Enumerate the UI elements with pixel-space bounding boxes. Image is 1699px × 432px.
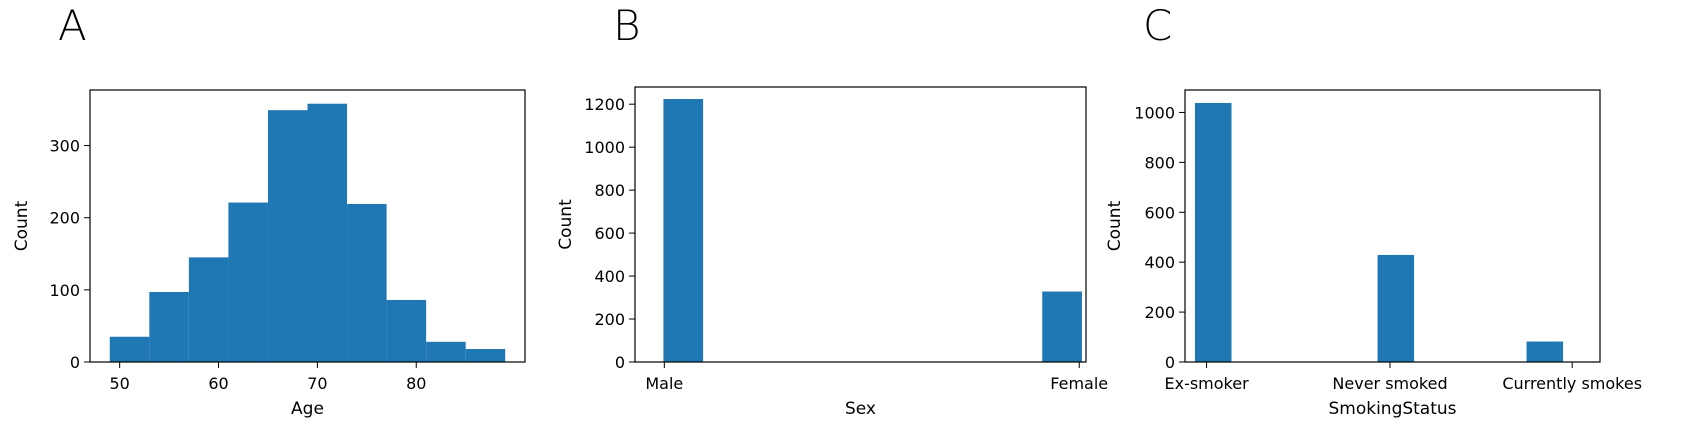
x-tick-label: 80	[406, 374, 426, 393]
y-tick-label: 0	[615, 353, 625, 372]
panel-letter: C	[1143, 1, 1172, 50]
y-tick-label: 200	[594, 310, 625, 329]
histogram-bar	[347, 203, 387, 362]
y-tick-label: 200	[1144, 303, 1175, 322]
y-tick-label: 800	[1144, 153, 1175, 172]
category-bar	[1377, 254, 1415, 362]
x-tick-label: 50	[109, 374, 129, 393]
y-tick-label: 800	[594, 181, 625, 200]
y-axis-label: Count	[1105, 200, 1125, 251]
panel-c: C Ex-smoker Never smoked Currently smokes 0 2…	[1105, 1, 1642, 419]
histogram-bar	[465, 349, 506, 362]
category-bar	[1042, 291, 1082, 362]
category-bar	[663, 99, 704, 362]
x-tick-label: 70	[307, 374, 327, 393]
axes-frame	[1184, 89, 1601, 363]
panel-a: A 50 60 70 80 0 100 200 300 Age Count	[12, 1, 526, 419]
axes-frame	[634, 86, 1087, 363]
axes-frame	[89, 89, 526, 363]
histogram-bar	[386, 299, 427, 362]
y-tick-label: 200	[49, 209, 80, 228]
y-tick-label: 400	[594, 267, 625, 286]
histogram-bar	[228, 202, 268, 362]
x-tick-label: Ex-smoker	[1164, 374, 1249, 393]
y-tick-label: 600	[594, 224, 625, 243]
y-tick-label: 0	[70, 353, 80, 372]
histogram-bar	[109, 336, 150, 362]
y-axis-label: Count	[556, 199, 576, 250]
category-bar	[1194, 102, 1232, 363]
y-tick-label: 600	[1144, 203, 1175, 222]
x-tick-label: Currently smokes	[1502, 374, 1642, 393]
x-tick-label: Female	[1050, 374, 1108, 393]
y-tick-label: 1000	[1134, 103, 1175, 122]
x-tick-label: Never smoked	[1332, 374, 1447, 393]
y-tick-label: 1200	[584, 95, 625, 114]
histogram-bar	[267, 110, 308, 362]
y-tick-label: 0	[1165, 353, 1175, 372]
x-axis-label: Age	[291, 399, 324, 419]
y-tick-label: 100	[49, 281, 80, 300]
histogram-bar	[426, 341, 466, 362]
x-tick-label: 60	[208, 374, 228, 393]
category-bar	[1526, 341, 1564, 362]
x-tick-label: Male	[645, 374, 683, 393]
panel-b: B Male Female 0 200 400 600 800 1000 1200 Sex Count	[556, 1, 1108, 419]
panel-letter: B	[613, 1, 641, 50]
y-tick-label: 400	[1144, 253, 1175, 272]
y-tick-label: 1000	[584, 138, 625, 157]
histogram-bar	[188, 257, 229, 362]
histogram-bar	[307, 103, 348, 362]
histogram-bar	[149, 292, 189, 362]
y-axis-label: Count	[12, 200, 32, 251]
x-axis-label: Sex	[845, 399, 876, 419]
x-axis-label: SmokingStatus	[1328, 399, 1456, 419]
panel-letter: A	[58, 1, 87, 50]
y-tick-label: 300	[49, 137, 80, 156]
